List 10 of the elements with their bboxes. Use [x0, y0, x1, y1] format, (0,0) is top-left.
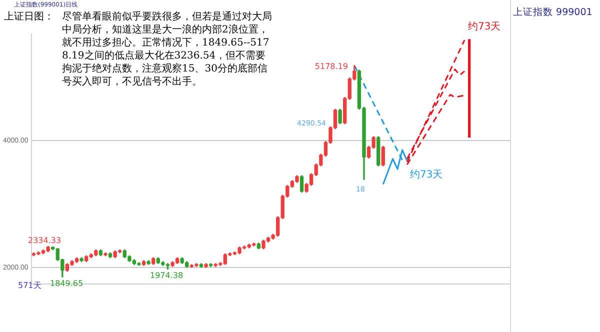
annotation: 5178.19: [314, 62, 348, 72]
text: 上证指数 999001: [513, 6, 592, 18]
annotation: 1974.38: [150, 271, 184, 280]
annotation: 571天: [18, 281, 42, 290]
annotation: 尽管单看眼前似乎要跌很多，但若是通过对大局中局分析，知道这里是大一浪的内部2浪位置，就不用过多担心。正常情况下，1849.65--5178.19之间的低点最大化在3236.54，但不需要拘泥于绝对点数，注意观察15、30分的底部信号买入即可，不见信号不出手。: [62, 10, 272, 88]
annotation: 约73天: [410, 168, 443, 181]
annotation: 2334.33: [28, 236, 62, 246]
annotation: 1849.65: [50, 279, 84, 288]
text: 上证日图：: [4, 10, 54, 23]
text: 约73天: [468, 20, 501, 33]
